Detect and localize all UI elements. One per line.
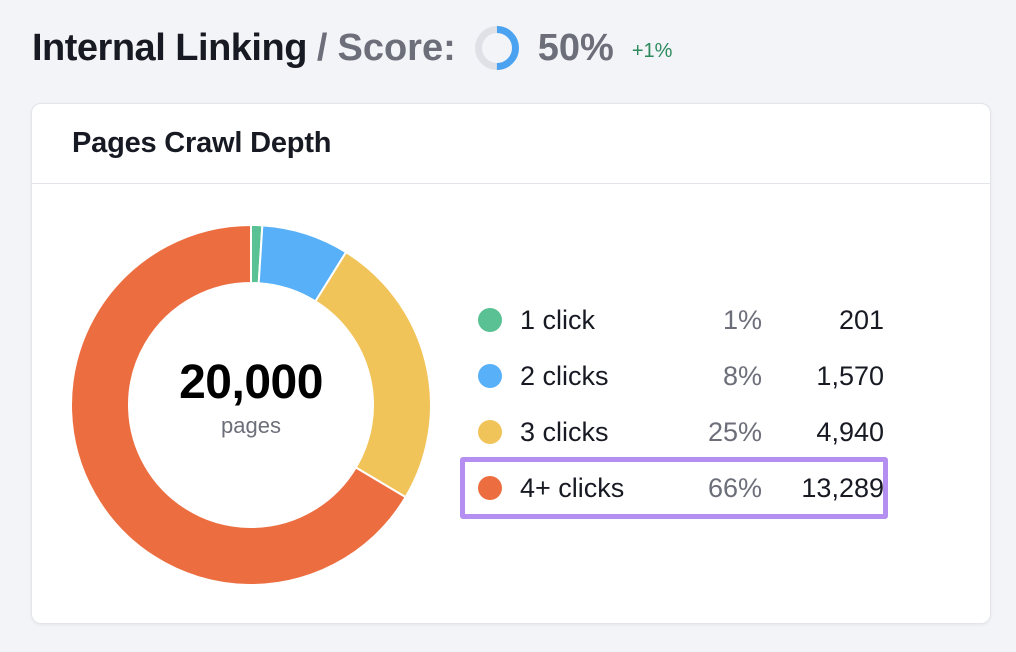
legend-dot-icon: [478, 420, 502, 444]
legend-label: 1 click: [520, 304, 596, 335]
card-title: Pages Crawl Depth: [72, 127, 332, 159]
legend-dot-icon: [478, 308, 502, 332]
score-value: 50%: [537, 26, 614, 69]
title-separator: /: [316, 26, 328, 69]
score-delta: +1%: [631, 39, 673, 62]
donut-center: 20,000 pages: [70, 224, 432, 586]
legend-percentage: 8%: [722, 360, 762, 391]
chart-legend: 1 click 1% 201 2 clicks 8% 1,570 3 click…: [460, 292, 902, 519]
score-ring-icon: [474, 26, 519, 70]
legend-count: 201: [838, 304, 884, 335]
page-title: Internal Linking: [32, 26, 307, 69]
donut-svg: [70, 224, 432, 586]
legend-count: 13,289: [801, 472, 884, 503]
legend-percentage: 25%: [707, 416, 762, 447]
card-header: Pages Crawl Depth: [32, 104, 990, 184]
legend-label: 2 clicks: [520, 360, 609, 391]
legend-row-1-click[interactable]: 1 click 1% 201: [462, 292, 902, 348]
legend-count: 1,570: [816, 360, 884, 391]
legend-label: 3 clicks: [520, 416, 609, 447]
legend-count: 4,940: [816, 416, 884, 447]
page-header: Internal Linking / Score: 50% +1%: [32, 24, 672, 72]
score-label: Score:: [337, 26, 456, 69]
legend-dot-icon: [478, 364, 502, 388]
legend-row-4plus-clicks[interactable]: 4+ clicks 66% 13,289: [460, 457, 902, 519]
legend-dot-icon: [478, 476, 502, 500]
total-pages-value: 20,000: [179, 356, 323, 409]
donut-slice-4plus-clicks[interactable]: [70, 224, 407, 586]
legend-percentage: 1%: [722, 304, 762, 335]
legend-row-3-clicks[interactable]: 3 clicks 25% 4,940: [462, 404, 902, 460]
legend-row-2-clicks[interactable]: 2 clicks 8% 1,570: [462, 348, 902, 404]
legend-percentage: 66%: [707, 472, 762, 503]
crawl-depth-card: Pages Crawl Depth 20,000 pages 1 click 1…: [31, 103, 991, 624]
total-pages-unit: pages: [221, 413, 281, 438]
legend-label: 4+ clicks: [520, 472, 625, 503]
crawl-depth-donut-chart: 20,000 pages: [70, 224, 432, 586]
